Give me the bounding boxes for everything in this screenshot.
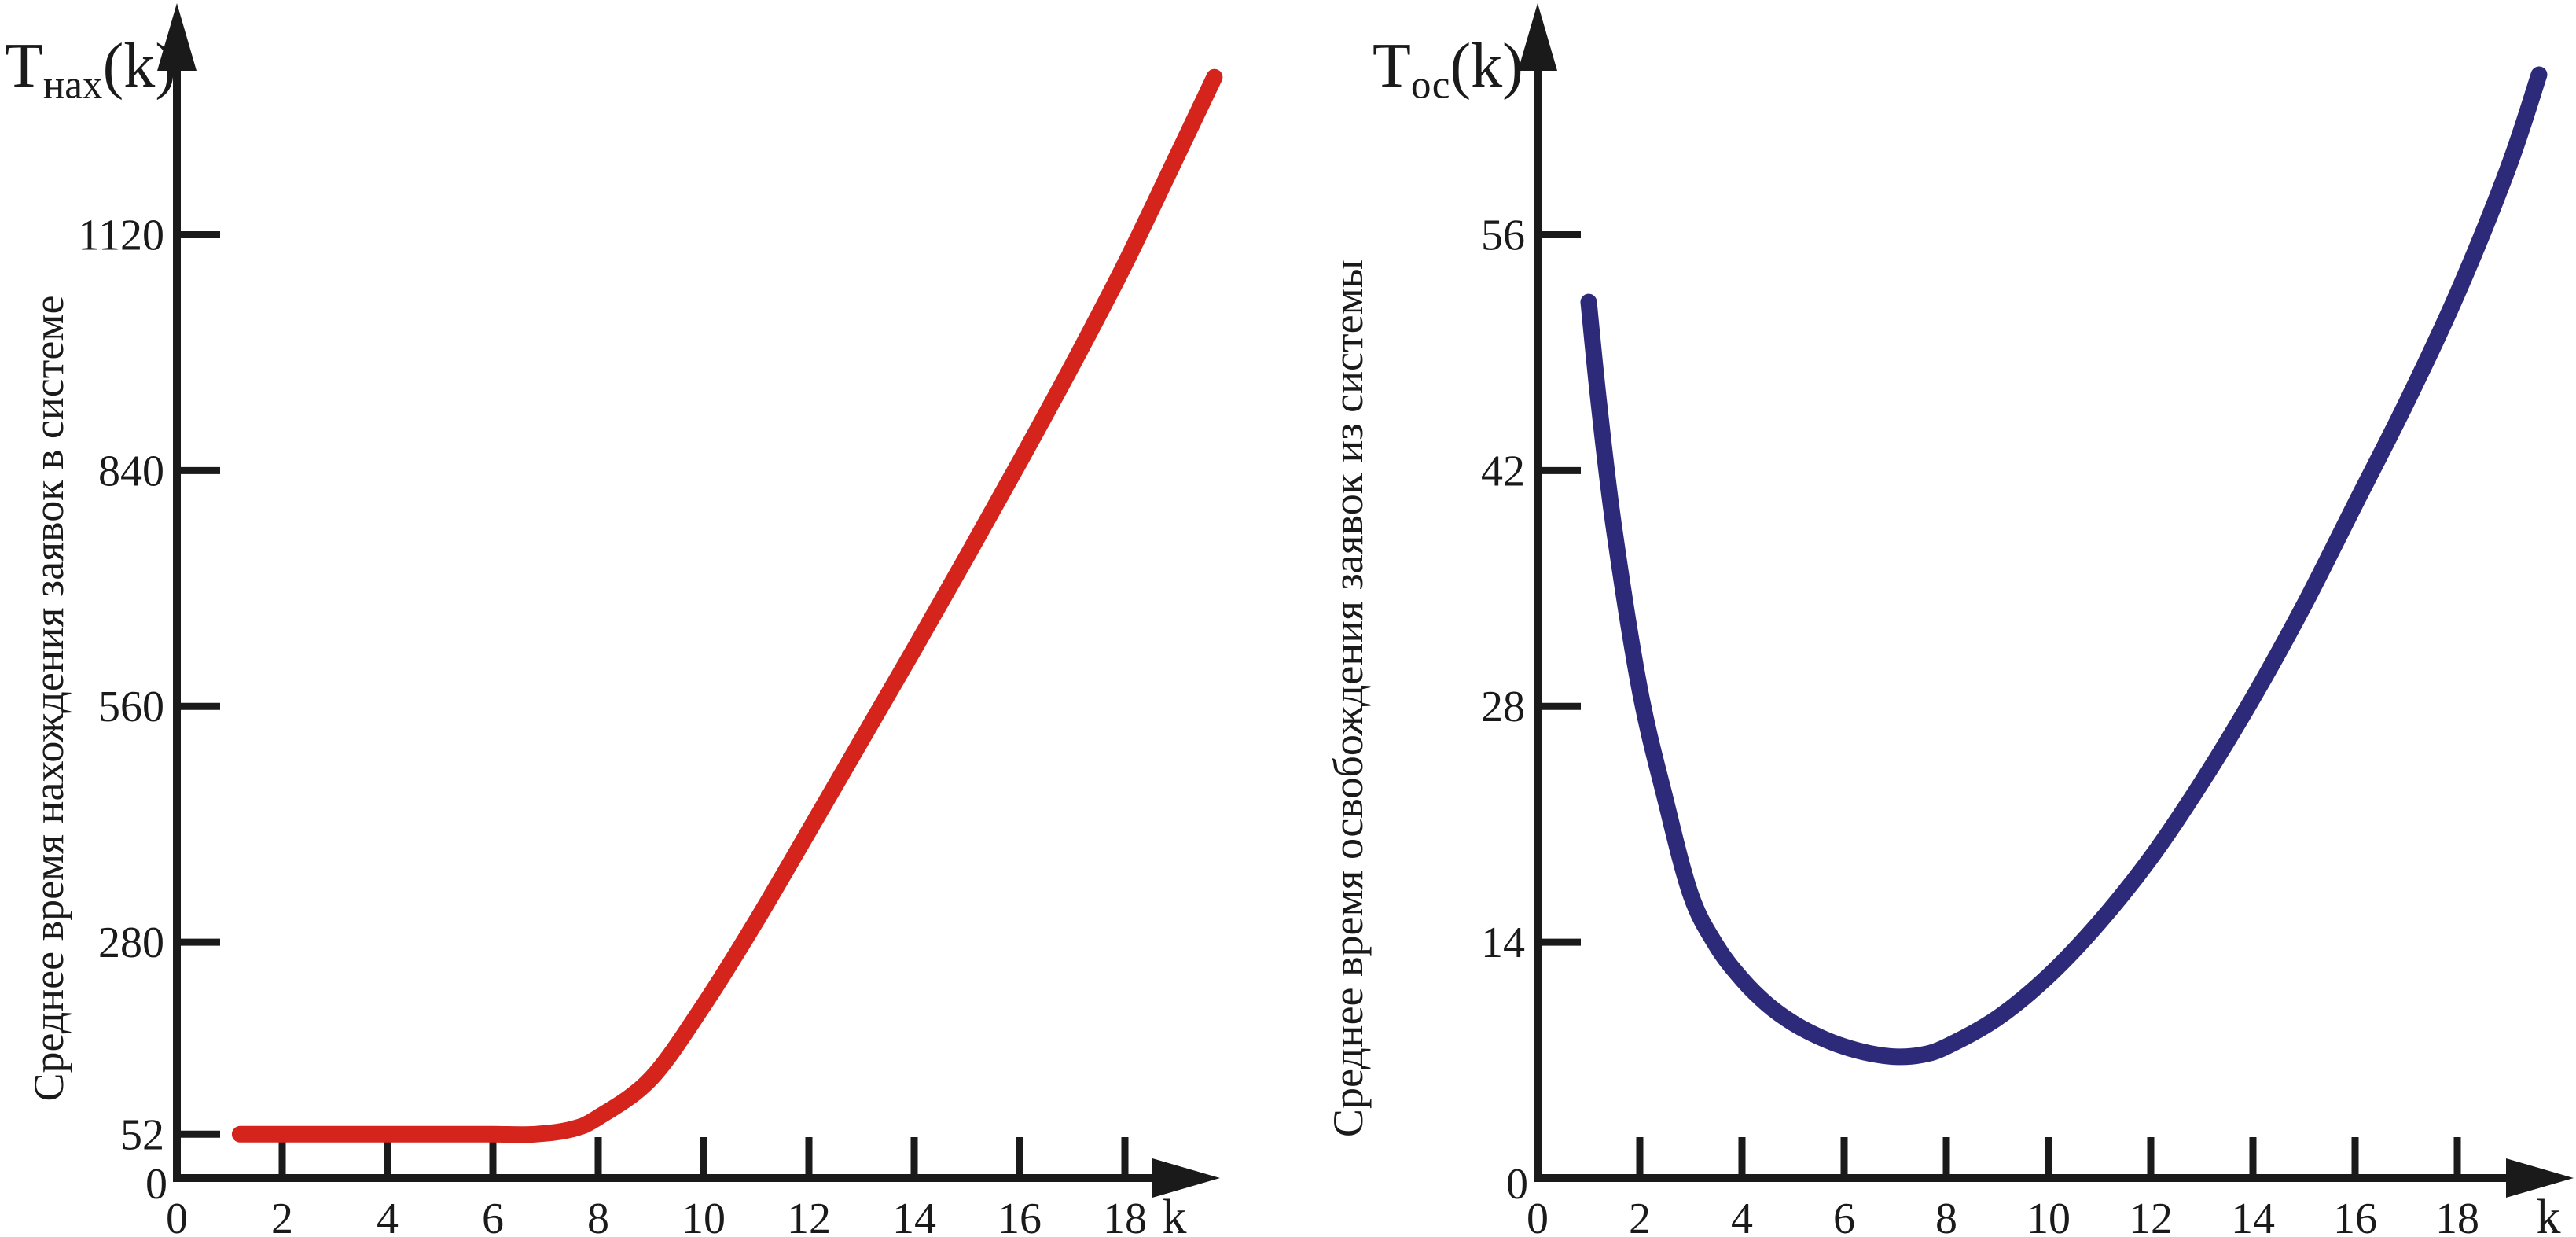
right-x-origin-label: 0	[1527, 1195, 1549, 1237]
left-y-tick-label: 560	[98, 683, 164, 731]
right-y-axis-label: Среднее время освобождения заявок из сис…	[1325, 259, 1372, 1138]
right-curve	[1580, 66, 2548, 1066]
left-x-tick-label: 10	[682, 1195, 726, 1237]
right-x-tick-label: 4	[1731, 1195, 1753, 1237]
right-y-tick-label: 56	[1481, 211, 1525, 260]
right-title-argument: (k)	[1450, 31, 1523, 101]
right-chart-title: Тос(k)	[1373, 31, 1523, 108]
left-x-origin-label: 0	[166, 1195, 188, 1237]
left-curve	[231, 68, 1223, 1143]
right-y-tick-label: 14	[1481, 919, 1525, 967]
left-y-tick-label: 280	[98, 919, 164, 967]
left-x-tick-label: 6	[482, 1195, 504, 1237]
right-y-tick-label: 42	[1481, 447, 1525, 495]
left-x-tick-label: 18	[1103, 1195, 1147, 1237]
left-y-tick-label: 1120	[78, 211, 164, 260]
right-title-subscript: ос	[1410, 62, 1450, 108]
left-chart-title: Тнах(k)	[5, 31, 176, 108]
right-x-tick-label: 10	[2027, 1195, 2071, 1237]
left-title-subscript: нах	[42, 62, 103, 108]
right-y-tick-label: 28	[1481, 683, 1525, 731]
left-x-tick-label: 8	[587, 1195, 609, 1237]
left-x-tick-label: 4	[377, 1195, 399, 1237]
left-y-axis-arrow-icon	[157, 3, 197, 71]
left-y-tick-label: 52	[120, 1110, 164, 1159]
right-x-tick-label: 16	[2333, 1195, 2377, 1237]
right-x-tick-label: 18	[2435, 1195, 2479, 1237]
left-x-tick-label: 12	[787, 1195, 831, 1237]
left-title-symbol: Т	[5, 31, 43, 101]
left-title-argument: (k)	[102, 31, 176, 101]
left-y-origin-label: 0	[145, 1160, 167, 1209]
right-x-axis-letter: k	[2537, 1191, 2561, 1237]
left-y-tick-label: 840	[98, 447, 164, 495]
left-y-axis-label: Среднее время нахождения заявок в систем…	[25, 295, 72, 1102]
right-x-tick-label: 2	[1629, 1195, 1651, 1237]
right-x-tick-label: 8	[1935, 1195, 1957, 1237]
left-x-axis-arrow-icon	[1152, 1158, 1220, 1198]
right-title-symbol: Т	[1373, 31, 1411, 101]
right-x-tick-label: 12	[2129, 1195, 2173, 1237]
right-x-axis-arrow-icon	[2506, 1158, 2574, 1198]
right-x-tick-label: 14	[2231, 1195, 2275, 1237]
right-y-origin-label: 0	[1506, 1160, 1528, 1209]
left-x-tick-label: 2	[271, 1195, 293, 1237]
right-y-axis-arrow-icon	[1518, 3, 1557, 71]
left-x-tick-label: 16	[998, 1195, 1042, 1237]
left-x-tick-label: 14	[892, 1195, 936, 1237]
left-x-axis-letter: k	[1163, 1191, 1187, 1237]
right-x-tick-label: 6	[1833, 1195, 1855, 1237]
